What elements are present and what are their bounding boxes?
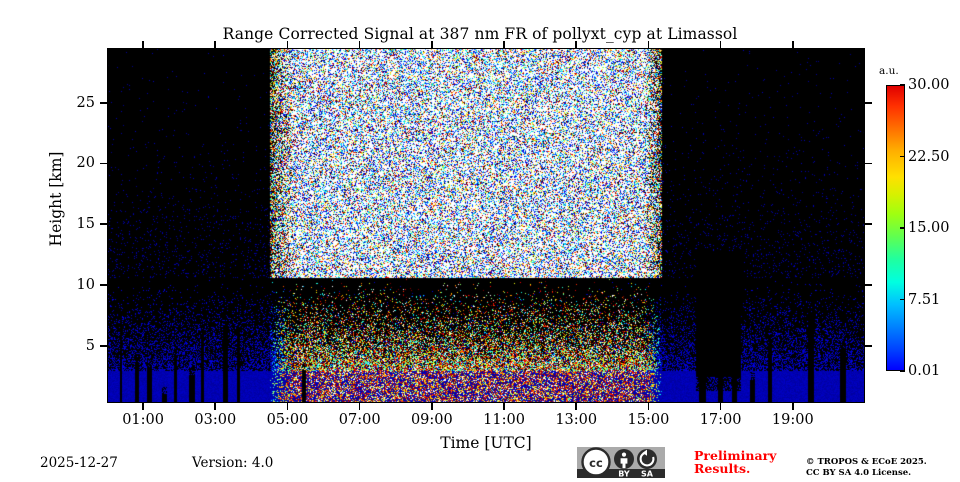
- x-tick-mark-top: [358, 41, 361, 48]
- x-tick-mark-top: [719, 41, 722, 48]
- colorbar-tick-label: 0.01: [908, 363, 941, 379]
- x-tick-mark: [647, 403, 650, 410]
- x-tick-label: 09:00: [410, 412, 453, 428]
- heatmap-canvas: [107, 48, 865, 403]
- y-tick-label: 10: [76, 277, 95, 294]
- x-tick-label: 07:00: [338, 412, 381, 428]
- x-tick-mark-top: [575, 41, 578, 48]
- colorbar-tick-mark: [900, 84, 905, 86]
- cc-by-sa-badge-icon: cc BY SA: [577, 447, 665, 479]
- x-tick-label: 17:00: [699, 412, 742, 428]
- colorbar-tick-label: 15.00: [908, 220, 950, 236]
- x-axis-title: Time [UTC]: [440, 434, 532, 452]
- x-tick-label: 01:00: [122, 412, 164, 428]
- copyright-line-2: CC BY SA 4.0 License.: [806, 468, 912, 478]
- x-tick-mark-top: [503, 41, 505, 48]
- copyright-line-1: © TROPOS & ECoE 2025.: [806, 457, 927, 467]
- x-tick-mark: [792, 403, 794, 410]
- x-tick-label: 11:00: [483, 412, 525, 428]
- y-tick-label: 20: [76, 155, 95, 172]
- badge-by-label: BY: [618, 470, 630, 479]
- footer-version: Version: 4.0: [192, 455, 274, 471]
- colorbar-tick-mark: [900, 227, 905, 229]
- x-tick-label: 15:00: [627, 412, 670, 428]
- x-tick-mark: [142, 403, 144, 410]
- colorbar-unit-label: a.u.: [879, 65, 899, 77]
- x-tick-mark-top: [142, 41, 144, 48]
- colorbar-tick-mark: [900, 298, 905, 301]
- svg-text:cc: cc: [589, 456, 603, 470]
- x-tick-mark: [214, 403, 217, 410]
- preliminary-results-note: Preliminary Results.: [694, 449, 776, 475]
- x-tick-mark: [575, 403, 578, 410]
- colorbar-tick-mark: [900, 155, 905, 158]
- copyright-note: © TROPOS & ECoE 2025. CC BY SA 4.0 Licen…: [806, 457, 927, 479]
- preliminary-line-2: Results.: [694, 461, 751, 476]
- x-tick-mark-top: [214, 41, 217, 48]
- x-tick-mark: [358, 403, 361, 410]
- y-tick-label: 25: [76, 94, 95, 111]
- x-tick-mark-top: [431, 41, 433, 48]
- page-title: Range Corrected Signal at 387 nm FR of p…: [222, 25, 738, 43]
- y-tick-label: 15: [76, 216, 95, 233]
- x-tick-label: 13:00: [555, 412, 598, 428]
- x-tick-mark-top: [792, 41, 794, 48]
- colorbar-tick-mark: [900, 370, 905, 372]
- y-tick-label: 5: [85, 337, 95, 354]
- y-tick-mark-right: [865, 101, 872, 104]
- x-tick-label: 05:00: [266, 412, 309, 428]
- y-tick-mark: [100, 284, 107, 286]
- x-tick-mark: [431, 403, 433, 410]
- colorbar-tick-label: 7.51: [908, 291, 941, 308]
- x-tick-mark: [503, 403, 505, 410]
- y-tick-mark-right: [865, 345, 872, 347]
- colorbar-tick-label: 30.00: [908, 77, 950, 93]
- x-tick-mark-top: [647, 41, 650, 48]
- preliminary-line-1: Preliminary: [694, 448, 777, 463]
- y-tick-mark-right: [865, 284, 872, 286]
- y-tick-mark-right: [865, 223, 872, 226]
- colorbar-tick-label: 22.50: [908, 148, 950, 165]
- x-tick-label: 03:00: [194, 412, 237, 428]
- y-tick-mark: [100, 101, 107, 104]
- y-tick-mark: [100, 345, 107, 347]
- x-tick-label: 19:00: [771, 412, 814, 428]
- y-axis-title: Height [km]: [47, 151, 65, 247]
- badge-sa-label: SA: [641, 470, 654, 479]
- x-tick-mark-top: [286, 41, 289, 48]
- plot-area[interactable]: [107, 48, 865, 403]
- x-tick-mark: [719, 403, 722, 410]
- y-tick-mark: [100, 162, 107, 165]
- y-tick-mark-right: [865, 162, 872, 165]
- footer-date: 2025-12-27: [40, 455, 118, 471]
- x-tick-mark: [286, 403, 289, 410]
- y-tick-mark: [100, 223, 107, 226]
